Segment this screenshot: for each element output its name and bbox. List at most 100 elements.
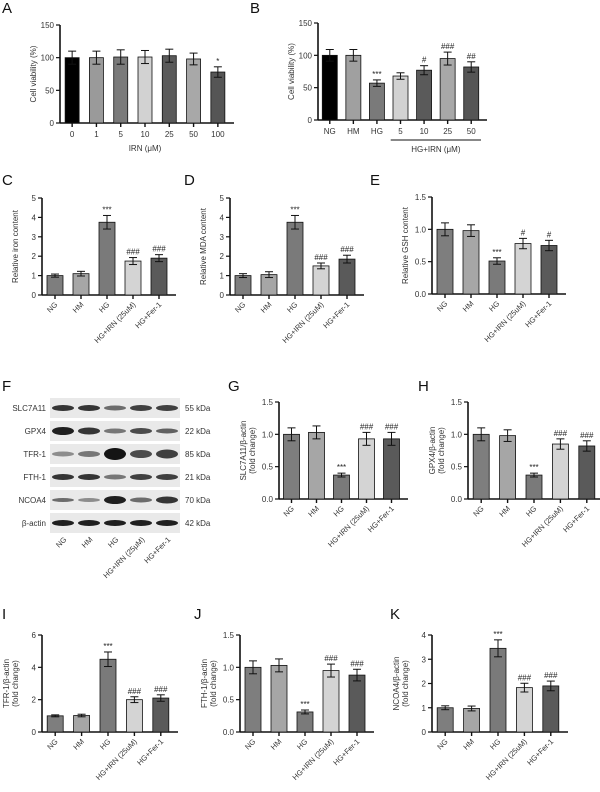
y-tick-label: 0	[32, 291, 37, 300]
y-axis-label: Relative GSH content	[401, 206, 410, 284]
y-tick-label: 2	[32, 696, 37, 705]
panel-label-d: D	[184, 172, 195, 189]
significance-marker: ###	[441, 42, 455, 51]
significance-marker: #	[547, 230, 552, 239]
y-tick-label: 0.0	[451, 495, 463, 504]
significance-marker: ###	[385, 422, 399, 431]
significance-marker: ***	[372, 70, 381, 79]
band	[52, 405, 74, 411]
y-tick-label: 1.0	[262, 430, 274, 439]
panel-label-i: I	[2, 606, 7, 623]
x-tick-label: 10	[420, 127, 429, 136]
significance-marker: ***	[492, 248, 501, 257]
panel-label-h: H	[418, 378, 429, 395]
band	[104, 448, 126, 460]
significance-marker: ***	[337, 463, 346, 472]
y-tick-label: 1	[32, 272, 37, 281]
y-axis-label: FTH-1/β-actin	[200, 659, 209, 708]
y-tick-label: 1.5	[262, 398, 274, 407]
y-tick-label: 0	[220, 291, 225, 300]
y-axis-label: Relative MDA content	[199, 207, 208, 285]
lane-label: HM	[80, 535, 95, 550]
y-tick-label: 1.5	[451, 398, 463, 407]
kda-label: 85 kDa	[185, 450, 211, 459]
x-tick-label: 50	[467, 127, 476, 136]
band	[78, 498, 100, 502]
significance-marker: ###	[126, 248, 140, 257]
y-axis-label: (fold change)	[11, 660, 20, 707]
significance-marker: ###	[324, 654, 338, 663]
band	[130, 497, 152, 503]
panel-label-k: K	[390, 606, 401, 623]
x-tick-label: HG	[371, 127, 383, 136]
y-axis-label: (fold change)	[401, 660, 410, 707]
significance-marker: #	[521, 228, 526, 237]
panel-label-a: A	[2, 0, 13, 17]
y-axis-label: SLC7A11/β-actin	[239, 420, 248, 480]
panel-label-b: B	[250, 0, 261, 17]
y-tick-label: 0	[32, 728, 37, 737]
y-tick-label: 2	[220, 252, 225, 261]
band	[52, 520, 74, 526]
y-tick-label: 1	[422, 704, 427, 713]
y-tick-label: 3	[220, 233, 225, 242]
significance-marker: ###	[580, 431, 594, 440]
band	[52, 498, 74, 502]
band	[78, 474, 100, 480]
significance-marker: ***	[493, 630, 502, 639]
protein-label: TFR-1	[23, 450, 46, 459]
y-axis-label: NCOA4/β-actin	[392, 657, 401, 711]
band	[104, 474, 126, 480]
y-tick-label: 0.5	[262, 463, 274, 472]
y-tick-label: 2	[422, 680, 427, 689]
kda-label: 70 kDa	[185, 496, 211, 505]
y-tick-label: 1	[220, 272, 225, 281]
significance-marker: ###	[518, 673, 532, 682]
y-tick-label: 0.5	[223, 696, 235, 705]
y-tick-label: 6	[32, 631, 37, 640]
y-tick-label: 0.0	[415, 290, 427, 299]
protein-label: GPX4	[25, 427, 47, 436]
band	[104, 428, 126, 434]
band	[130, 474, 152, 480]
y-axis-label: Relative iron content	[11, 209, 20, 283]
y-tick-label: 150	[299, 19, 313, 28]
kda-label: 21 kDa	[185, 473, 211, 482]
y-axis-label: Cell viability (%)	[287, 43, 296, 100]
significance-marker: ###	[350, 659, 364, 668]
y-tick-label: 0.5	[415, 258, 427, 267]
protein-label: SLC7A11	[12, 404, 46, 413]
band	[156, 428, 178, 434]
x-tick-label: 100	[211, 130, 225, 139]
y-tick-label: 0	[422, 728, 427, 737]
x-tick-label: 25	[443, 127, 452, 136]
band	[156, 520, 178, 526]
y-axis-label: TFR-1/β-actin	[2, 659, 11, 708]
y-tick-label: 0.0	[262, 495, 274, 504]
band	[78, 405, 100, 411]
lane-label: HG+Fer-1	[142, 535, 172, 565]
y-tick-label: 4	[32, 213, 37, 222]
y-tick-label: 50	[45, 86, 54, 95]
y-tick-label: 0	[50, 119, 55, 128]
y-axis-label: (fold change)	[248, 427, 257, 474]
significance-marker: ###	[152, 245, 166, 254]
band	[130, 428, 152, 434]
band	[130, 520, 152, 526]
significance-marker: *	[216, 57, 219, 66]
significance-marker: ###	[360, 422, 374, 431]
y-tick-label: 4	[422, 631, 427, 640]
y-tick-label: 5	[220, 194, 225, 203]
x-tick-label: 5	[398, 127, 403, 136]
y-axis-label: (fold change)	[209, 660, 218, 707]
x-tick-label: 0	[70, 130, 75, 139]
significance-marker: ###	[340, 245, 354, 254]
panel-label-e: E	[370, 172, 381, 189]
panel-label-f: F	[2, 378, 12, 395]
